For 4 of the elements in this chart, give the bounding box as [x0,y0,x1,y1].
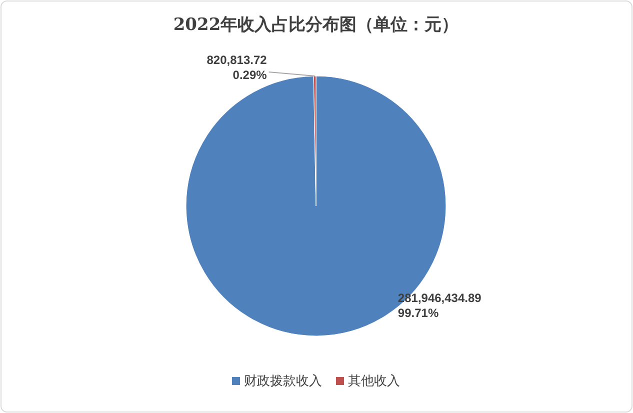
data-label: 820,813.72 0.29% [206,53,268,82]
legend-label: 其他收入 [348,373,400,388]
chart-title: 2022年收入占比分布图（单位：元） [173,15,459,35]
legend-label: 财政拨款收入 [244,373,322,388]
